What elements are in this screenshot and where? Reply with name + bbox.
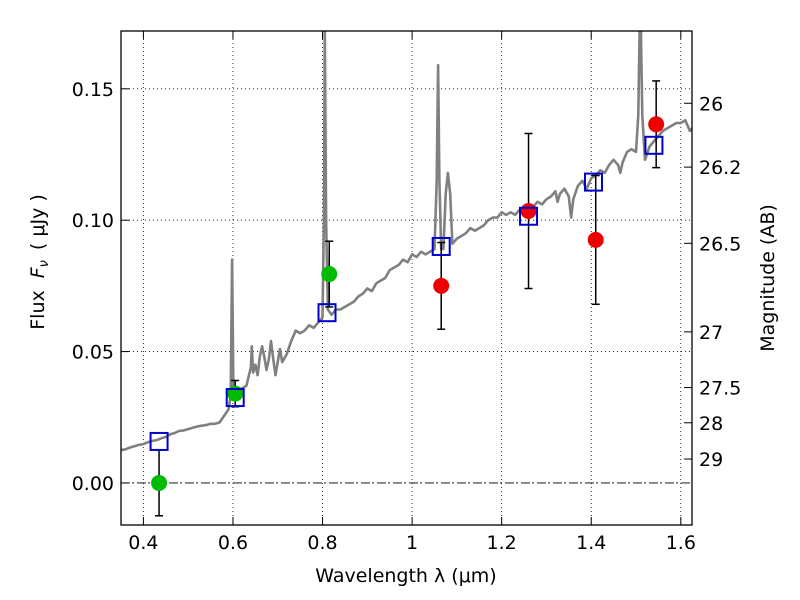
model-square-marker <box>317 303 337 323</box>
model-squares <box>149 135 664 451</box>
red-data-point <box>520 202 537 219</box>
y-tick-label: 0.15 <box>72 79 114 101</box>
x-tick-label: 0.4 <box>128 532 158 554</box>
green-data-point <box>151 474 168 491</box>
right-axis-label: Magnitude (AB) <box>757 204 779 352</box>
y-tick-label: 0.05 <box>72 342 114 364</box>
model-square-marker <box>149 431 169 451</box>
plot-frame <box>120 30 693 526</box>
right-tick-label: 29 <box>699 449 723 471</box>
model-square-marker <box>225 388 245 408</box>
x-tick-label: 1.4 <box>576 532 606 554</box>
x-axis-label: Wavelength λ (μm) <box>315 565 496 587</box>
plot-background <box>121 31 692 525</box>
x-axis-ticks: 0.4 0.6 0.8 1 1.2 1.4 1.6 <box>128 31 696 554</box>
x-tick-label: 0.8 <box>307 532 337 554</box>
right-tick-label: 26.2 <box>699 157 741 179</box>
right-tick-label: 26.5 <box>699 233 741 255</box>
green-data-point <box>227 385 244 402</box>
right-tick-label: 27.5 <box>699 378 741 400</box>
right-tick-label: 28 <box>699 413 723 435</box>
x-tick-label: 1.6 <box>666 532 696 554</box>
y-axis-label: Flux Fν ( μJy ) <box>27 194 52 330</box>
y-axis-label-text: Flux <box>27 290 49 330</box>
right-tick-label: 27 <box>699 322 723 344</box>
red-data-point <box>648 116 665 133</box>
y-axis-ticks: 0.00 0.05 0.10 0.15 <box>72 79 129 495</box>
model-spectrum-line <box>121 31 692 452</box>
model-square-marker <box>519 206 539 226</box>
model-square-marker <box>644 135 664 155</box>
model-square-marker <box>583 172 603 192</box>
model-square-marker <box>431 236 451 256</box>
x-tick-label: 0.6 <box>218 532 248 554</box>
right-axis-ticks: 26 26.2 26.5 27 27.5 28 29 <box>684 93 741 471</box>
y-tick-label: 0.00 <box>72 473 114 495</box>
green-data-point <box>321 266 338 283</box>
red-data-point <box>587 231 604 248</box>
y-tick-label: 0.10 <box>72 210 114 232</box>
red-data-point <box>433 277 450 294</box>
y-axis-label-units: ( μJy ) <box>27 194 49 250</box>
y-axis-label-subscript: ν <box>37 260 52 267</box>
x-tick-label: 1 <box>406 532 418 554</box>
x-tick-label: 1.2 <box>487 532 517 554</box>
y-axis-label-symbol: F <box>27 266 49 278</box>
right-tick-label: 26 <box>699 93 723 115</box>
